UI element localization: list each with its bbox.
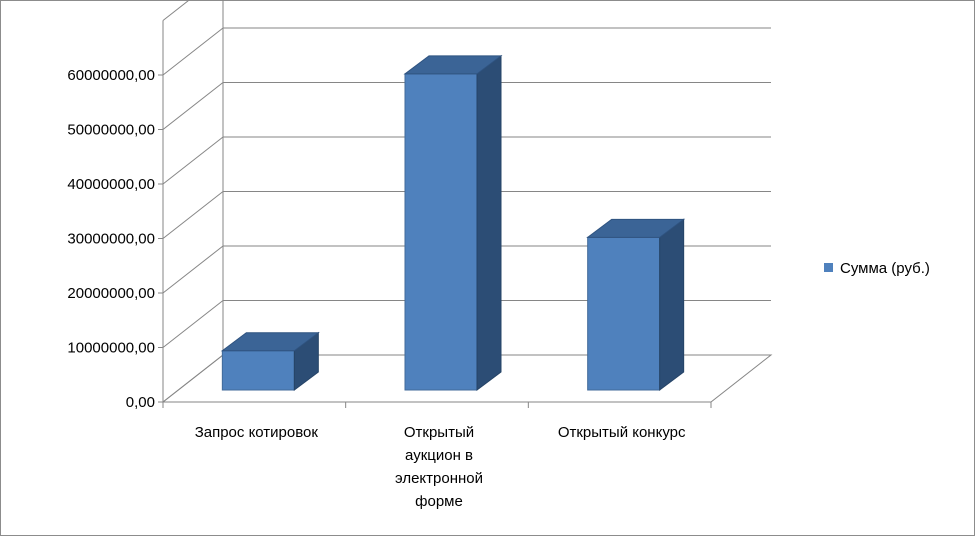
gridline-side	[162, 245, 224, 294]
y-tick-label: 40000000,00	[67, 176, 155, 193]
y-tick-label: 30000000,00	[67, 231, 155, 248]
bar	[586, 218, 686, 391]
gridline-side	[162, 191, 224, 239]
gridline-side	[162, 300, 224, 348]
gridline-side	[162, 27, 224, 76]
legend-entry: Сумма (руб.)	[840, 260, 930, 277]
bar	[220, 331, 320, 391]
bar-front	[587, 236, 661, 391]
gridline-side	[162, 136, 224, 185]
bars	[220, 54, 686, 391]
legend-swatch	[824, 263, 833, 272]
y-tick-label: 0,00	[126, 394, 155, 411]
x-category-label: Открытый аукцион в электронной форме	[395, 424, 483, 510]
bar-top	[220, 332, 320, 352]
legend: Сумма (руб.)	[824, 260, 930, 277]
y-tick-label: 50000000,00	[67, 122, 155, 139]
y-axis-tick-labels: 0,00 10000000,00 20000000,00 30000000,00 400…	[67, 67, 155, 411]
bar-top	[403, 55, 503, 75]
bar-top	[586, 218, 686, 238]
x-category-label: Открытый конкурс	[558, 424, 686, 441]
bar-side	[476, 54, 502, 391]
gridline-side	[162, 82, 224, 130]
x-category-label: Запрос котировок	[195, 424, 319, 441]
gridline-side	[162, 0, 190, 21]
gridline-side	[162, 354, 224, 403]
bar-front	[221, 350, 295, 391]
y-tick-label: 10000000,00	[67, 340, 155, 357]
bar-side	[659, 218, 685, 391]
y-tick-label: 60000000,00	[67, 67, 155, 84]
bar-front	[404, 73, 478, 391]
y-tick-label: 20000000,00	[67, 285, 155, 302]
x-axis-category-labels: Запрос котировок Открытый аукцион в электро…	[195, 424, 686, 510]
axes	[158, 20, 712, 408]
bar	[403, 54, 503, 391]
